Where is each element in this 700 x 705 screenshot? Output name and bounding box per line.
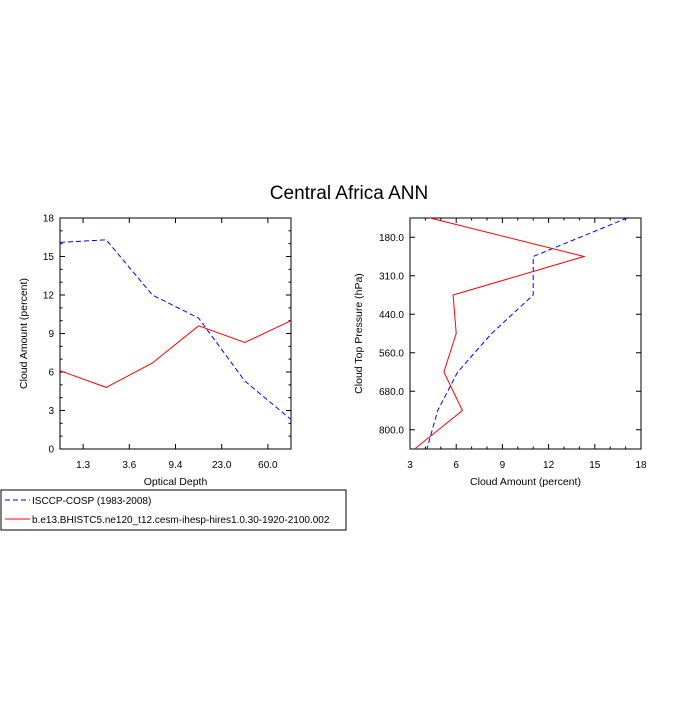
right-y-tick-label: 680.0 bbox=[379, 387, 404, 398]
left-panel: 0 3 6 9 12 15 18 1.3 3.6 9.4 23.0 60.0 Optical Dept… bbox=[18, 214, 292, 488]
left-plot-frame bbox=[59, 217, 292, 450]
left-x-tick-label: 3.6 bbox=[122, 460, 136, 471]
legend-label-isccp: ISCCP-COSP (1983-2008) bbox=[32, 496, 151, 507]
right-series bbox=[414, 217, 628, 450]
right-y-tick-label: 560.0 bbox=[379, 348, 404, 359]
left-y-tick-label: 15 bbox=[43, 252, 55, 263]
left-y-tick-label: 6 bbox=[48, 368, 54, 379]
left-x-axis-label: Optical Depth bbox=[144, 476, 208, 488]
right-y-tick-label: 440.0 bbox=[379, 310, 404, 321]
legend-box bbox=[0, 489, 347, 531]
left-y-tick-label: 3 bbox=[48, 406, 54, 417]
right-plot-frame bbox=[409, 217, 642, 450]
left-series-model-line bbox=[59, 320, 292, 388]
left-ticks: 0 3 6 9 12 15 18 1.3 3.6 9.4 23.0 60.0 bbox=[43, 214, 291, 471]
right-panel: 3 6 9 12 15 18180.0310.0440.0560.0680.0800.0 … bbox=[353, 217, 647, 488]
right-x-tick-label: 9 bbox=[500, 460, 506, 471]
left-series bbox=[59, 239, 292, 420]
right-ticks: 3 6 9 12 15 18 180.0 310.0 440.0 560.0 680.0 800.0 bbox=[379, 218, 647, 471]
right-series-isccp-line bbox=[426, 217, 628, 450]
right-x-tick-label: 6 bbox=[453, 460, 459, 471]
right-y-tick-label: 800.0 bbox=[379, 425, 404, 436]
right-y-tick-label: 310.0 bbox=[379, 271, 404, 282]
right-y-tick-label: 180.0 bbox=[379, 233, 404, 244]
legend-label-model: b.e13.BHISTC5.ne120_t12.cesm-ihesp-hires… bbox=[32, 515, 330, 526]
right-y-axis-label: Cloud Top Pressure (hPa) bbox=[353, 273, 365, 394]
left-x-tick-label: 9.4 bbox=[169, 460, 183, 471]
left-x-tick-label: 60.0 bbox=[258, 460, 278, 471]
legend: ISCCP-COSP (1983-2008) b.e13.BHISTC5.ne1… bbox=[0, 489, 347, 531]
right-series-model-line bbox=[414, 217, 586, 450]
right-x-tick-label: 18 bbox=[635, 460, 647, 471]
right-x-axis-label: Cloud Amount (percent) bbox=[470, 476, 581, 488]
right-x-tick-label: 3 bbox=[407, 460, 413, 471]
left-series-isccp-line bbox=[59, 239, 292, 420]
left-x-tick-label: 23.0 bbox=[212, 460, 232, 471]
chart-title: Central Africa ANN bbox=[270, 183, 428, 204]
left-x-tick-label: 1.3 bbox=[76, 460, 90, 471]
right-x-tick-label: 15 bbox=[589, 460, 601, 471]
left-y-tick-label: 9 bbox=[48, 329, 54, 340]
left-y-tick-label: 18 bbox=[43, 214, 55, 225]
left-y-tick-label: 0 bbox=[48, 445, 54, 456]
left-y-axis-label: Cloud Amount (percent) bbox=[18, 278, 30, 389]
left-y-tick-label: 12 bbox=[43, 291, 55, 302]
right-x-tick-label: 12 bbox=[543, 460, 555, 471]
